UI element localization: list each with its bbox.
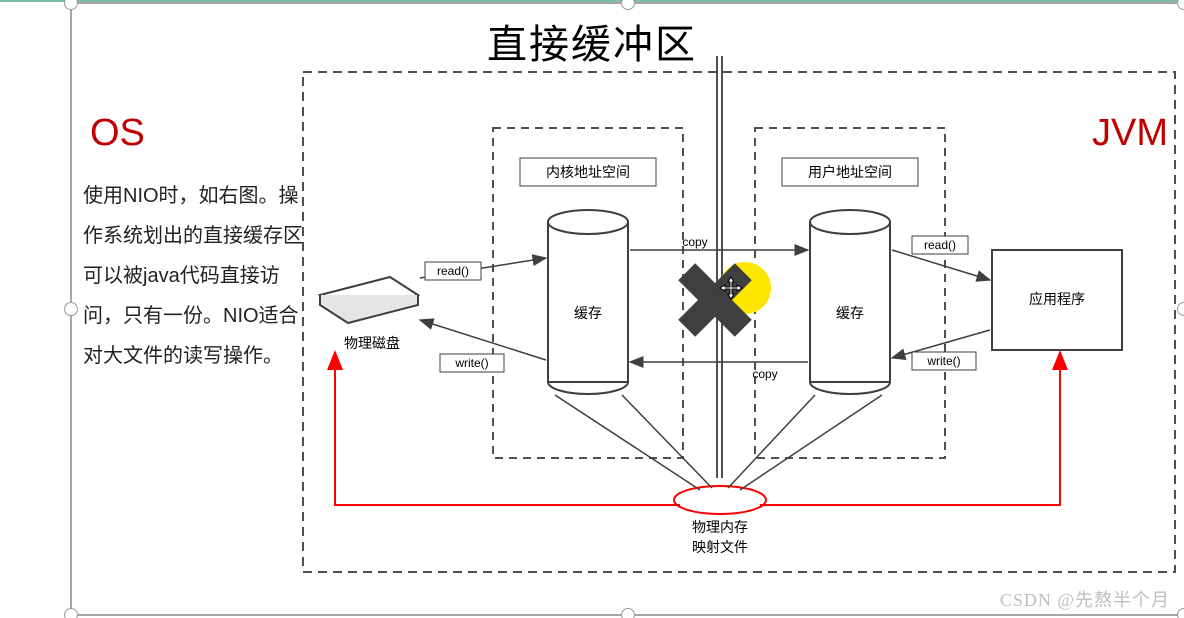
kernel-title: 内核地址空间 bbox=[546, 165, 630, 181]
memory-map-ellipse bbox=[674, 486, 766, 514]
diagram-svg: 内核地址空间 用户地址空间 缓存 缓存 物理磁盘 应用程序 read() wri… bbox=[0, 0, 1184, 618]
user-title: 用户地址空间 bbox=[808, 164, 892, 181]
svg-text:应用程序: 应用程序 bbox=[1029, 291, 1085, 308]
svg-text:read(): read() bbox=[437, 264, 469, 278]
svg-text:copy: copy bbox=[752, 367, 777, 381]
svg-text:write(): write() bbox=[926, 354, 960, 368]
svg-text:物理磁盘: 物理磁盘 bbox=[344, 335, 400, 352]
svg-text:write(): write() bbox=[454, 356, 488, 370]
disk-icon: 物理磁盘 bbox=[320, 277, 418, 352]
red-path-right bbox=[760, 352, 1060, 505]
svg-text:缓存: 缓存 bbox=[574, 306, 602, 322]
watermark: CSDN @先熬半个月 bbox=[1000, 586, 1170, 612]
svg-text:copy: copy bbox=[682, 235, 707, 249]
svg-text:映射文件: 映射文件 bbox=[692, 540, 748, 556]
cache-cylinder-1: 缓存 bbox=[548, 210, 628, 394]
svg-text:缓存: 缓存 bbox=[836, 306, 864, 322]
svg-text:read(): read() bbox=[924, 238, 956, 252]
app-box: 应用程序 bbox=[992, 250, 1122, 350]
cache-cylinder-2: 缓存 bbox=[810, 210, 890, 394]
svg-text:物理内存: 物理内存 bbox=[692, 520, 748, 536]
